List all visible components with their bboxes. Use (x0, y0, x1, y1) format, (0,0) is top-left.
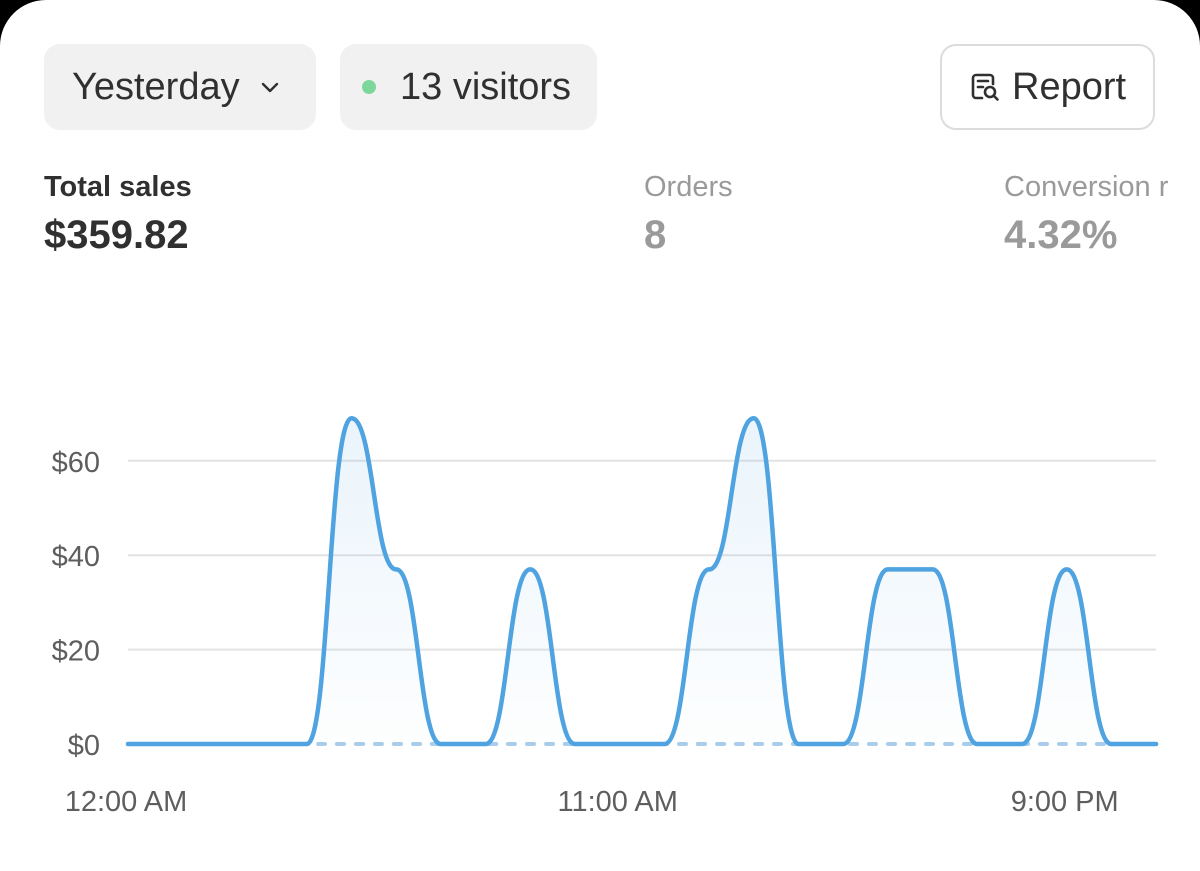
sales-line-chart: $0 $20 $40 $60 12:00 AM 11:00 AM 9:00 PM (52, 415, 1159, 818)
data-point[interactable] (930, 566, 936, 572)
data-point[interactable] (1108, 741, 1114, 747)
conversion-rate-label: Conversion r (1004, 171, 1169, 203)
y-tick-label: $0 (68, 730, 100, 762)
y-tick-label: $40 (52, 541, 100, 573)
total-sales-value: $359.82 (44, 213, 189, 257)
live-dot-icon (362, 80, 376, 94)
data-point[interactable] (1153, 741, 1159, 747)
data-point[interactable] (483, 741, 489, 747)
orders-value: 8 (644, 213, 667, 257)
data-point[interactable] (349, 415, 355, 421)
live-visitors-badge[interactable]: 13 visitors (340, 44, 597, 130)
x-tick-label: 11:00 AM (558, 786, 678, 818)
data-point[interactable] (796, 741, 802, 747)
data-point[interactable] (393, 566, 399, 572)
data-point[interactable] (259, 741, 265, 747)
report-label: Report (1012, 65, 1127, 108)
data-point[interactable] (706, 566, 712, 572)
orders-label: Orders (644, 171, 733, 203)
data-point[interactable] (438, 741, 444, 747)
data-point[interactable] (885, 566, 891, 572)
data-point[interactable] (214, 741, 220, 747)
y-tick-label: $20 (52, 636, 100, 668)
data-point[interactable] (840, 741, 846, 747)
x-tick-label: 9:00 PM (1011, 786, 1119, 818)
data-point[interactable] (304, 741, 310, 747)
data-point[interactable] (974, 741, 980, 747)
total-sales-label: Total sales (44, 171, 192, 203)
x-tick-label: 12:00 AM (65, 786, 188, 818)
data-point[interactable] (1064, 566, 1070, 572)
date-range-dropdown[interactable]: Yesterday (44, 44, 316, 130)
chevron-down-icon (261, 82, 278, 93)
data-point[interactable] (1019, 741, 1025, 747)
report-icon (971, 73, 999, 101)
data-point[interactable] (751, 415, 757, 421)
conversion-rate-metric[interactable]: Conversion r 4.32% (1004, 168, 1168, 260)
report-button[interactable]: Report (940, 44, 1155, 130)
series-area-fill (128, 418, 1157, 744)
data-point[interactable] (617, 741, 623, 747)
visitors-count: 13 visitors (400, 65, 572, 108)
data-point[interactable] (572, 741, 578, 747)
data-point[interactable] (527, 566, 533, 572)
series-line-sales (125, 416, 1159, 747)
conversion-rate-value: 4.32% (1004, 213, 1118, 257)
y-tick-label: $60 (52, 447, 100, 479)
data-point[interactable] (125, 741, 131, 747)
orders-metric[interactable]: Orders 8 (644, 168, 733, 260)
date-range-label: Yesterday (72, 65, 240, 108)
data-point[interactable] (661, 741, 667, 747)
total-sales-metric[interactable]: Total sales $359.82 (44, 168, 192, 260)
data-point[interactable] (170, 741, 176, 747)
